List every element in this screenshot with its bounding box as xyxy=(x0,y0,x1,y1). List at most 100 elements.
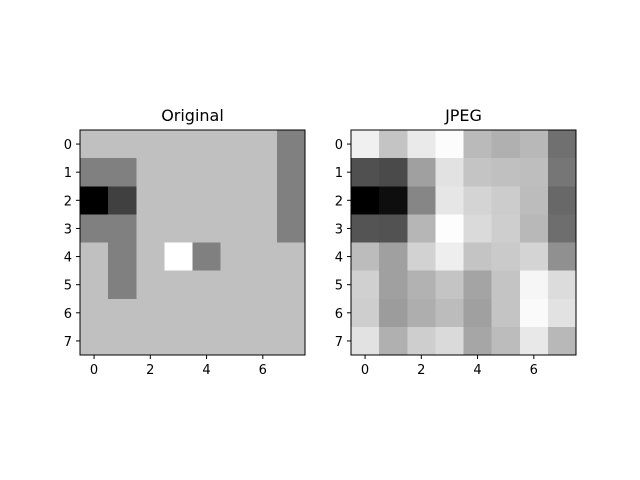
panel-original: Original 0 2 4 6 0 1 2 3 4 5 6 7 xyxy=(64,106,306,378)
heatmap-cell xyxy=(220,298,250,328)
heatmap-cell xyxy=(164,130,193,159)
heatmap-cell xyxy=(491,130,521,159)
heatmap-cell xyxy=(519,298,549,328)
heatmap-cell xyxy=(192,298,222,328)
heatmap-cell xyxy=(435,298,464,328)
heatmap-cell xyxy=(379,242,408,272)
heatmap-cell xyxy=(108,298,137,328)
heatmap-cell xyxy=(248,326,278,356)
heatmap-cell xyxy=(351,326,380,356)
heatmap-cell xyxy=(463,158,493,187)
heatmap-cells-jpeg xyxy=(351,130,577,356)
heatmap-cell xyxy=(220,158,250,187)
heatmap-cell xyxy=(248,270,278,300)
heatmap-cell xyxy=(220,326,250,356)
y-tick-label: 7 xyxy=(335,335,343,350)
heatmap-cell xyxy=(80,130,109,159)
heatmap-cell xyxy=(547,242,577,272)
x-tick-label: 2 xyxy=(146,363,154,378)
heatmap-cell xyxy=(108,158,137,187)
heatmap-cell xyxy=(547,326,577,356)
heatmap-cell xyxy=(276,214,306,243)
y-tick-label: 1 xyxy=(335,166,343,181)
heatmap-cell xyxy=(192,186,222,215)
heatmap-cell xyxy=(220,242,250,272)
heatmap-cell xyxy=(379,158,408,187)
heatmap-cell xyxy=(463,130,493,159)
heatmap-cell xyxy=(435,214,464,243)
heatmap-cell xyxy=(407,158,436,187)
heatmap-cell xyxy=(435,326,464,356)
heatmap-cell xyxy=(192,214,222,243)
heatmap-cell xyxy=(491,186,521,215)
heatmap-cell xyxy=(248,130,278,159)
heatmap-cell xyxy=(435,158,464,187)
heatmap-cell xyxy=(407,186,436,215)
heatmap-cell xyxy=(136,158,165,187)
heatmap-cell xyxy=(276,130,306,159)
heatmap-cell xyxy=(351,186,380,215)
x-tick-label: 0 xyxy=(90,363,98,378)
heatmap-cell xyxy=(407,298,436,328)
heatmap-cell xyxy=(220,270,250,300)
heatmap-cell xyxy=(407,214,436,243)
heatmap-cell xyxy=(164,214,193,243)
heatmap-cell xyxy=(519,214,549,243)
y-tick-label: 6 xyxy=(335,307,343,322)
heatmap-cell xyxy=(80,242,109,272)
heatmap-cell xyxy=(435,130,464,159)
y-tick-label: 4 xyxy=(335,251,343,266)
heatmap-cell xyxy=(407,270,436,300)
x-tick-label: 6 xyxy=(530,363,538,378)
heatmap-cell xyxy=(164,298,193,328)
heatmap-cell xyxy=(108,214,137,243)
heatmap-cell xyxy=(248,214,278,243)
heatmap-cell xyxy=(547,186,577,215)
panel-title-original: Original xyxy=(161,106,224,125)
y-tick-label: 2 xyxy=(64,194,72,209)
axes-frame-original xyxy=(79,129,306,356)
heatmap-cell xyxy=(491,298,521,328)
heatmap-cells-original xyxy=(80,130,306,356)
heatmap-cell xyxy=(519,270,549,300)
heatmap-cell xyxy=(136,186,165,215)
heatmap-cell xyxy=(136,298,165,328)
heatmap-cell xyxy=(435,186,464,215)
heatmap-cell xyxy=(108,326,137,356)
heatmap-cell xyxy=(276,242,306,272)
heatmap-cell xyxy=(80,158,109,187)
heatmap-cell xyxy=(276,270,306,300)
heatmap-cell xyxy=(379,298,408,328)
heatmap-cell xyxy=(192,270,222,300)
y-tick-label: 4 xyxy=(64,251,72,266)
heatmap-cell xyxy=(192,130,222,159)
heatmap-cell xyxy=(463,186,493,215)
heatmap-cell xyxy=(220,214,250,243)
heatmap-cell xyxy=(248,298,278,328)
heatmap-cell xyxy=(136,270,165,300)
heatmap-cell xyxy=(379,326,408,356)
heatmap-cell xyxy=(164,270,193,300)
heatmap-cell xyxy=(463,326,493,356)
heatmap-cell xyxy=(379,270,408,300)
heatmap-cell xyxy=(379,186,408,215)
heatmap-cell xyxy=(164,186,193,215)
heatmap-cell xyxy=(435,270,464,300)
y-tick-label: 3 xyxy=(335,222,343,237)
heatmap-cell xyxy=(463,242,493,272)
heatmap-cell xyxy=(108,242,137,272)
heatmap-cell xyxy=(379,130,408,159)
heatmap-cell xyxy=(136,326,165,356)
x-tick-label: 6 xyxy=(259,363,267,378)
panel-title-jpeg: JPEG xyxy=(444,106,482,125)
panel-jpeg: JPEG 0 2 4 6 0 1 2 3 4 5 6 7 xyxy=(335,106,577,378)
heatmap-cell xyxy=(351,214,380,243)
y-tick-label: 7 xyxy=(64,335,72,350)
heatmap-cell xyxy=(519,158,549,187)
heatmap-cell xyxy=(80,186,109,215)
y-tick-label: 3 xyxy=(64,222,72,237)
heatmap-cell xyxy=(379,214,408,243)
heatmap-cell xyxy=(136,214,165,243)
heatmap-cell xyxy=(491,158,521,187)
